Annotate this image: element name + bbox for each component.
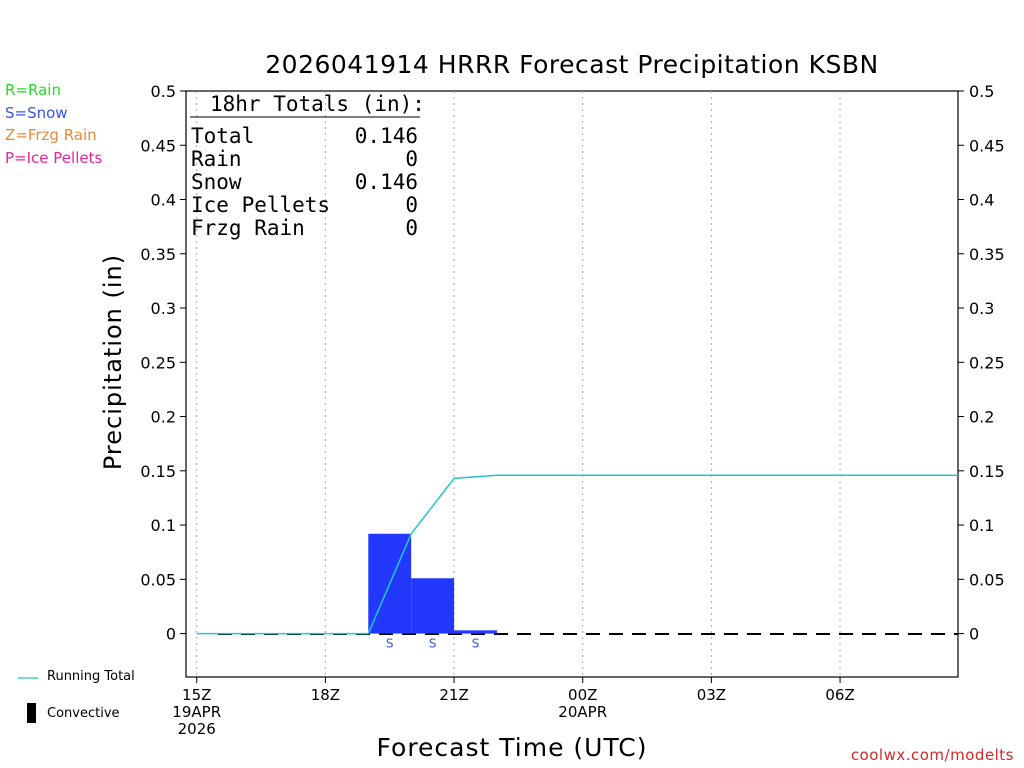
y-tick-label-right: 0.15 bbox=[969, 462, 1005, 481]
running-total-line bbox=[196, 474, 958, 635]
y-tick-label-right: 0.25 bbox=[969, 353, 1005, 372]
y-tick-label: 0.05 bbox=[140, 570, 176, 589]
precip-type-label: S bbox=[429, 637, 437, 651]
left-y-axis: 0 0.05 0.1 0.15 0.2 0.25 0.3 0.35 0.4 0.45 0.5 bbox=[140, 82, 186, 644]
totals-row-value: 0 bbox=[405, 216, 418, 240]
x-tick-label: 00Z bbox=[568, 686, 597, 704]
y-tick-label-right: 0.05 bbox=[969, 570, 1005, 589]
x-axis-label: Forecast Time (UTC) bbox=[376, 733, 648, 762]
y-tick-label: 0.5 bbox=[151, 82, 176, 101]
totals-row-label: Frzg Rain bbox=[191, 216, 305, 240]
totals-row-label: Rain bbox=[191, 147, 242, 171]
right-y-axis: 0 0.05 0.1 0.15 0.2 0.25 0.3 0.35 0.4 0.45 0.5 bbox=[958, 82, 1005, 644]
y-tick-label: 0.45 bbox=[140, 136, 176, 155]
y-tick-label: 0.15 bbox=[140, 462, 176, 481]
x-tick-label: 03Z bbox=[697, 686, 726, 704]
legend-freezing-rain: Z=Frzg Rain bbox=[5, 126, 97, 144]
totals-row-value: 0 bbox=[405, 147, 418, 171]
y-tick-label-right: 0.45 bbox=[969, 136, 1005, 155]
y-tick-label-right: 0.4 bbox=[969, 191, 994, 210]
y-tick-label-right: 0 bbox=[969, 625, 979, 644]
x-tick-label: 19APR bbox=[172, 703, 221, 721]
totals-row-label: Snow bbox=[191, 170, 242, 194]
y-tick-label: 0.4 bbox=[151, 191, 176, 210]
legend-rain: R=Rain bbox=[5, 81, 61, 99]
y-tick-label: 0.25 bbox=[140, 353, 176, 372]
totals-header: 18hr Totals (in): bbox=[210, 92, 425, 116]
precip-bar bbox=[454, 630, 497, 634]
x-tick-label: 2026 bbox=[178, 720, 216, 738]
totals-row-value: 0.146 bbox=[355, 170, 418, 194]
y-tick-label-right: 0.1 bbox=[969, 516, 994, 535]
x-tick-label: 20APR bbox=[558, 703, 607, 721]
y-tick-label: 0.1 bbox=[151, 516, 176, 535]
precipitation-bars bbox=[368, 533, 497, 634]
x-tick-label: 21Z bbox=[439, 686, 468, 704]
y-tick-label: 0 bbox=[166, 625, 176, 644]
chart-title: 2026041914 HRRR Forecast Precipitation K… bbox=[265, 50, 879, 79]
totals-row-label: Total bbox=[191, 124, 254, 148]
y-tick-label: 0.35 bbox=[140, 245, 176, 264]
convective-legend-swatch bbox=[27, 703, 36, 723]
y-tick-label: 0.2 bbox=[151, 408, 176, 427]
plot-frame bbox=[185, 90, 959, 678]
y-tick-label-right: 0.5 bbox=[969, 82, 994, 101]
totals-row-value: 0.146 bbox=[355, 124, 418, 148]
precip-bar bbox=[411, 578, 455, 634]
legend-snow: S=Snow bbox=[5, 104, 68, 122]
credit-link[interactable]: coolwx.com/modelts bbox=[850, 746, 1014, 764]
convective-legend-label: Convective bbox=[47, 706, 120, 721]
y-tick-label: 0.3 bbox=[151, 299, 176, 318]
totals-row-label: Ice Pellets bbox=[191, 193, 330, 217]
x-tick-label: 06Z bbox=[825, 686, 854, 704]
x-tick-label: 18Z bbox=[311, 686, 340, 704]
x-tick-label: 15Z bbox=[182, 686, 211, 704]
totals-box: 18hr Totals (in): Total 0.146 Rain 0 Snow 0.14… bbox=[190, 92, 425, 240]
legend-ice-pellets: P=Ice Pellets bbox=[5, 149, 103, 167]
totals-row-value: 0 bbox=[405, 193, 418, 217]
grid-lines bbox=[196, 91, 841, 677]
y-tick-label-right: 0.2 bbox=[969, 408, 994, 427]
y-tick-label-right: 0.35 bbox=[969, 245, 1005, 264]
y-tick-label-right: 0.3 bbox=[969, 299, 994, 318]
running-total-legend-label: Running Total bbox=[47, 669, 135, 684]
precip-type-label: S bbox=[386, 637, 394, 651]
precip-type-label: S bbox=[472, 637, 480, 651]
